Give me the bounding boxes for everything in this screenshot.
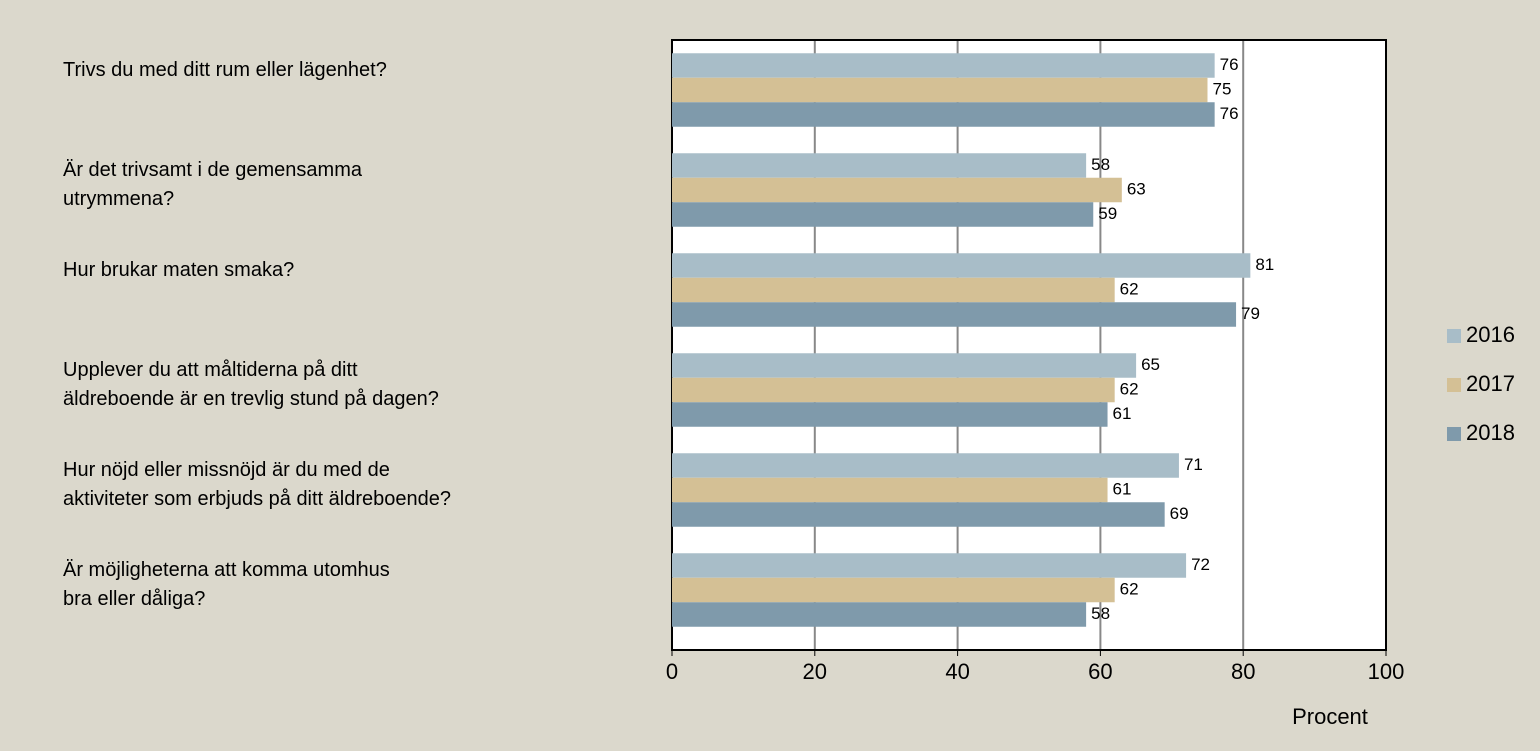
bar bbox=[672, 53, 1215, 78]
category-label: Är möjligheterna att komma utomhus bra e… bbox=[63, 559, 390, 610]
x-tick-label: 100 bbox=[1368, 659, 1405, 684]
bar bbox=[672, 302, 1237, 327]
data-label: 61 bbox=[1113, 404, 1132, 423]
data-label: 62 bbox=[1120, 279, 1139, 298]
plot-area bbox=[672, 40, 1386, 650]
legend-swatch bbox=[1447, 427, 1461, 441]
category-label: Trivs du med ditt rum eller lägenhet? bbox=[63, 59, 387, 81]
category-label: Hur nöjd eller missnöjd är du med de akt… bbox=[63, 459, 452, 510]
bar bbox=[672, 453, 1179, 478]
data-label: 79 bbox=[1241, 304, 1260, 323]
x-tick-label: 40 bbox=[945, 659, 969, 684]
legend-swatch bbox=[1447, 329, 1461, 343]
bar bbox=[672, 77, 1208, 103]
data-label: 72 bbox=[1191, 555, 1210, 574]
legend-label: 2017 bbox=[1466, 371, 1515, 396]
data-label: 65 bbox=[1141, 355, 1160, 374]
x-tick-label: 0 bbox=[666, 659, 678, 684]
bar bbox=[672, 277, 1115, 303]
bar bbox=[672, 353, 1137, 378]
data-label: 62 bbox=[1120, 379, 1139, 398]
data-label: 75 bbox=[1213, 79, 1232, 98]
data-label: 58 bbox=[1091, 604, 1110, 623]
data-label: 59 bbox=[1098, 204, 1117, 223]
bar bbox=[672, 202, 1094, 227]
x-tick-label: 60 bbox=[1088, 659, 1112, 684]
bar bbox=[672, 602, 1087, 627]
bar bbox=[672, 553, 1187, 578]
bar bbox=[672, 377, 1115, 403]
data-label: 69 bbox=[1170, 504, 1189, 523]
bar bbox=[672, 177, 1122, 203]
x-axis-label: Procent bbox=[1292, 704, 1368, 729]
data-label: 71 bbox=[1184, 455, 1203, 474]
legend-label: 2018 bbox=[1466, 420, 1515, 445]
category-label: Upplever du att måltiderna på ditt äldre… bbox=[63, 359, 439, 410]
legend-label: 2016 bbox=[1466, 322, 1515, 347]
bar bbox=[672, 577, 1115, 603]
x-tick-label: 80 bbox=[1231, 659, 1255, 684]
x-tick-label: 20 bbox=[803, 659, 827, 684]
category-label: Hur brukar maten smaka? bbox=[63, 259, 295, 281]
category-label: Är det trivsamt i de gemensamma utrymmen… bbox=[63, 159, 362, 210]
data-label: 62 bbox=[1120, 579, 1139, 598]
data-label: 81 bbox=[1255, 255, 1274, 274]
data-label: 63 bbox=[1127, 179, 1146, 198]
bar bbox=[672, 102, 1215, 127]
bar bbox=[672, 253, 1251, 278]
bar bbox=[672, 477, 1108, 503]
bar bbox=[672, 402, 1108, 427]
data-label: 76 bbox=[1220, 104, 1239, 123]
data-label: 61 bbox=[1113, 479, 1132, 498]
bar bbox=[672, 153, 1087, 178]
plot-border bbox=[671, 39, 1387, 651]
bar bbox=[672, 502, 1165, 527]
data-label: 76 bbox=[1220, 55, 1239, 74]
legend-swatch bbox=[1447, 378, 1461, 392]
data-label: 58 bbox=[1091, 155, 1110, 174]
